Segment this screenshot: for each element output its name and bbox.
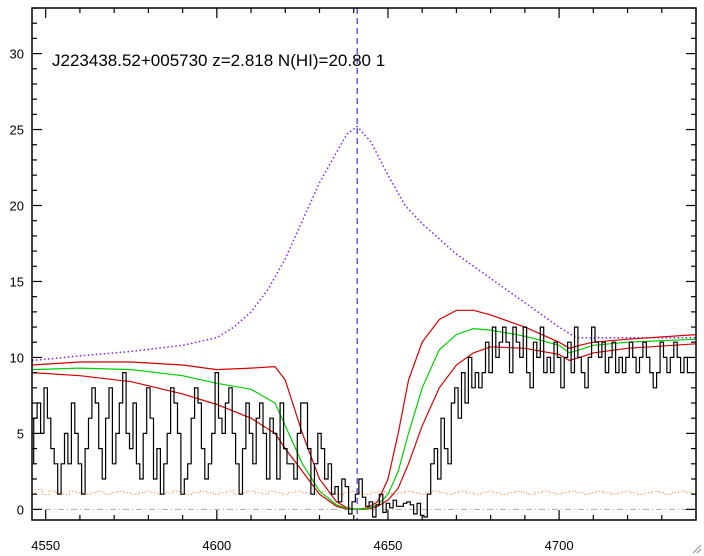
y-tick-label: 0 <box>17 502 24 517</box>
x-tick-label: 4550 <box>31 538 60 553</box>
continuum-series <box>31 125 696 362</box>
axes-frame <box>31 7 697 521</box>
x-axis-ticks: 4550 4600 4650 4700 <box>31 8 697 553</box>
y-tick-label: 5 <box>17 426 24 441</box>
y-tick-label: 20 <box>10 199 24 214</box>
chart-title: J223438.52+005730 z=2.818 N(HI)=20.80 1 <box>52 51 385 70</box>
y-tick-label: 10 <box>10 350 24 365</box>
flux-line <box>32 326 691 518</box>
x-tick-label: 4700 <box>545 538 574 553</box>
y-tick-label: 25 <box>10 123 24 138</box>
x-tick-label: 4600 <box>202 538 231 553</box>
x-tick-label: 4650 <box>373 538 402 553</box>
y-tick-label: 30 <box>10 47 24 62</box>
flux-spectrum-series <box>32 326 691 518</box>
fit-upper-line <box>31 309 697 511</box>
plot-axes <box>31 7 697 521</box>
resize-grip-icon <box>692 544 702 554</box>
continuum-line <box>31 125 696 362</box>
y-tick-label: 15 <box>10 274 24 289</box>
y-axis-ticks: 0 5 10 15 20 25 30 <box>10 7 696 517</box>
